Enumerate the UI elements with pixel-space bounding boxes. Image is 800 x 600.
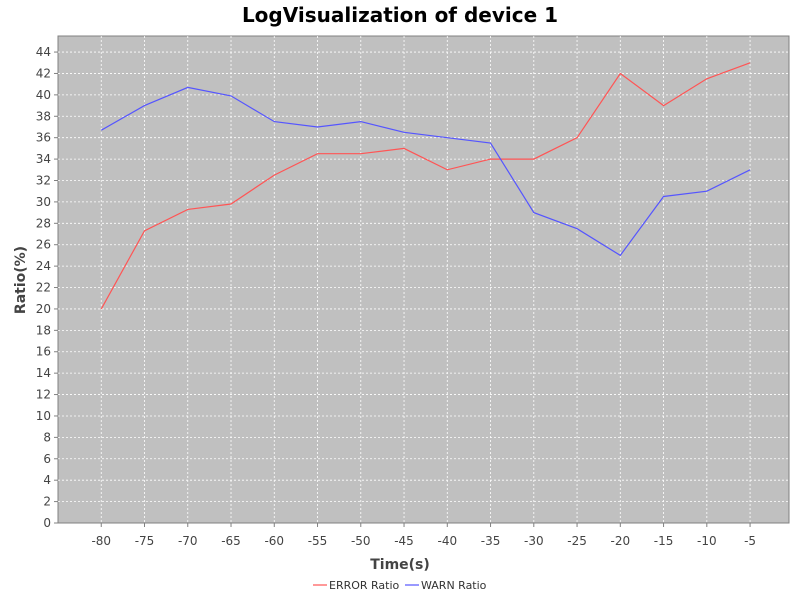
data-point <box>662 195 665 198</box>
x-tick-label: -40 <box>437 534 457 548</box>
data-point <box>749 168 752 171</box>
y-tick-label: 40 <box>36 88 51 102</box>
y-tick-label: 0 <box>43 516 51 530</box>
x-tick-label: -65 <box>221 534 241 548</box>
data-point <box>143 229 146 232</box>
data-point <box>489 142 492 145</box>
y-tick-label: 8 <box>43 430 51 444</box>
data-point <box>619 254 622 257</box>
legend: ERROR Ratio WARN Ratio <box>313 579 487 592</box>
y-tick-label: 28 <box>36 216 51 230</box>
x-tick-label: -35 <box>481 534 501 548</box>
data-point <box>705 77 708 80</box>
data-point <box>359 152 362 155</box>
y-tick-label: 38 <box>36 109 51 123</box>
y-tick-label: 30 <box>36 195 51 209</box>
data-point <box>403 147 406 150</box>
y-tick-label: 42 <box>36 66 51 80</box>
y-tick-label: 34 <box>36 152 51 166</box>
y-tick-label: 32 <box>36 173 51 187</box>
data-point <box>230 94 233 97</box>
x-tick-label: -70 <box>178 534 198 548</box>
x-axis-label: Time(s) <box>370 557 430 573</box>
x-tick-label: -15 <box>654 534 674 548</box>
data-point <box>100 307 103 310</box>
data-point <box>705 190 708 193</box>
x-tick-label: -30 <box>524 534 544 548</box>
plot-area <box>57 35 790 524</box>
data-point <box>316 125 319 128</box>
data-point <box>230 203 233 206</box>
x-tick-label: -25 <box>567 534 587 548</box>
series-line-warn-ratio <box>101 86 751 257</box>
y-tick-label: 12 <box>36 388 51 402</box>
series-line-error-ratio <box>100 62 751 310</box>
data-point <box>489 158 492 161</box>
data-point <box>403 131 406 134</box>
data-point <box>446 168 449 171</box>
y-axis-label: Ratio(%) <box>13 246 29 314</box>
y-tick-label: 22 <box>36 281 51 295</box>
data-point <box>749 61 752 64</box>
data-point <box>186 86 189 89</box>
x-tick-label: -55 <box>308 534 328 548</box>
data-point <box>619 72 622 75</box>
x-tick-label: -60 <box>264 534 284 548</box>
y-tick-label: 24 <box>36 259 51 273</box>
y-axis: 0246810121416182022242628303234363840424… <box>36 45 58 530</box>
y-tick-label: 36 <box>36 131 51 145</box>
y-tick-label: 20 <box>36 302 51 316</box>
x-axis: -80 -75 -70 -65 -60 -55 -50 -45 -40 -35 -30 -25 -20 -… <box>91 523 756 548</box>
legend-label: ERROR Ratio <box>329 579 400 592</box>
data-point <box>662 104 665 107</box>
x-tick-label: -80 <box>91 534 111 548</box>
data-point <box>273 174 276 177</box>
x-tick-label: -45 <box>394 534 414 548</box>
y-tick-label: 10 <box>36 409 51 423</box>
grid <box>58 36 789 523</box>
data-point <box>359 120 362 123</box>
data-point <box>186 208 189 211</box>
chart-title: LogVisualization of device 1 <box>242 3 558 27</box>
series-lines <box>100 61 752 310</box>
data-point <box>143 104 146 107</box>
data-point <box>273 120 276 123</box>
y-tick-label: 2 <box>43 495 51 509</box>
legend-label: WARN Ratio <box>421 579 487 592</box>
data-point <box>316 152 319 155</box>
y-tick-label: 44 <box>36 45 51 59</box>
data-point <box>532 211 535 214</box>
y-tick-label: 18 <box>36 323 51 337</box>
data-point <box>446 136 449 139</box>
x-tick-label: -50 <box>351 534 371 548</box>
x-tick-label: -5 <box>744 534 756 548</box>
y-tick-label: 4 <box>43 473 51 487</box>
y-tick-label: 6 <box>43 452 51 466</box>
y-tick-label: 16 <box>36 345 51 359</box>
data-point <box>532 158 535 161</box>
x-tick-label: -10 <box>697 534 717 548</box>
data-point <box>100 129 103 132</box>
y-tick-label: 14 <box>36 366 51 380</box>
data-point <box>576 227 579 230</box>
y-tick-label: 26 <box>36 238 51 252</box>
x-tick-label: -20 <box>611 534 631 548</box>
x-tick-label: -75 <box>135 534 155 548</box>
data-point <box>576 136 579 139</box>
